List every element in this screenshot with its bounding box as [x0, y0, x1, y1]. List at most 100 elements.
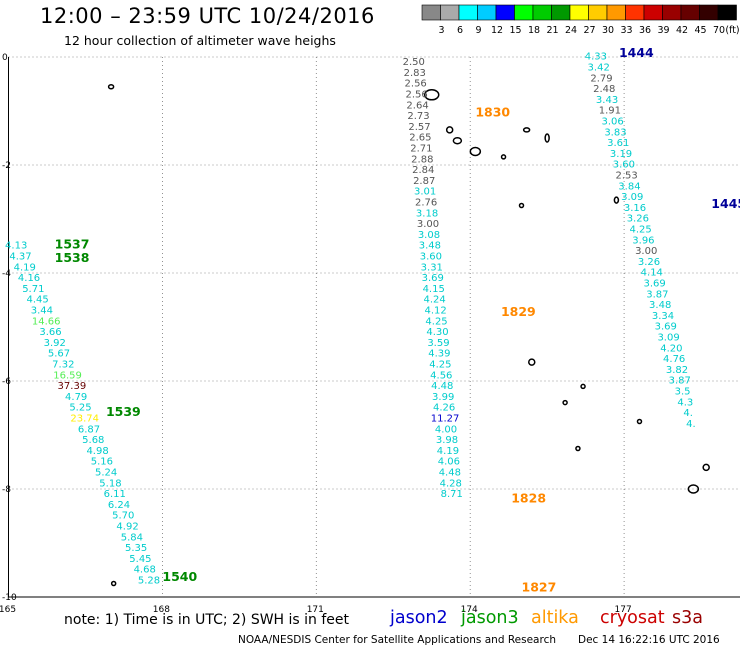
page-title: 12:00 – 23:59 UTC 10/24/2016 [40, 4, 375, 28]
wave-height-label: 4.15 [423, 284, 445, 295]
y-tick-label: -6 [2, 377, 11, 387]
wave-height-label: 4. [683, 408, 693, 419]
wave-height-label: 14.66 [32, 316, 61, 327]
wave-height-label: 2.79 [590, 73, 612, 84]
wave-height-label: 3.61 [607, 138, 629, 149]
y-tick-label: -10 [2, 593, 17, 603]
wave-height-label: 4.92 [116, 522, 138, 533]
colorbar-tick-label: 70 [713, 25, 725, 36]
wave-height-label: 4. [686, 419, 696, 430]
wave-height-label: 3.42 [588, 63, 610, 74]
wave-height-label: 4.56 [430, 370, 452, 381]
wave-height-label: 6.87 [78, 424, 100, 435]
page-subtitle: 12 hour collection of altimeter wave hei… [64, 33, 336, 48]
y-tick-label: -2 [2, 161, 11, 171]
wave-height-label: 2.64 [406, 100, 428, 111]
wave-height-label: 4.37 [9, 252, 31, 263]
island-outline [636, 418, 643, 425]
wave-height-label: 4.24 [424, 295, 446, 306]
wave-height-label: 3.60 [613, 160, 635, 171]
colorbar-tick-label: 6 [457, 25, 463, 36]
wave-height-label: 4.00 [435, 424, 457, 435]
wave-height-label: 3.69 [422, 273, 444, 284]
pass-time-label: 1537 [55, 237, 90, 252]
wave-height-label: 4.30 [426, 327, 448, 338]
wave-height-label: 3.16 [624, 203, 646, 214]
wave-height-label: 3.00 [635, 246, 657, 257]
wave-height-label: 1.91 [599, 106, 621, 117]
wave-height-label: 3.84 [618, 181, 640, 192]
wave-height-label: 3.92 [44, 338, 66, 349]
colorbar-tick-label: 45 [694, 25, 706, 36]
wave-height-label: 2.48 [593, 84, 615, 95]
colorbar-tick-label: 15 [509, 25, 521, 36]
colorbar-tick-label: 27 [583, 25, 595, 36]
credit-text: NOAA/NESDIS Center for Satellite Applica… [238, 634, 556, 646]
wave-height-label: 4.98 [86, 446, 108, 457]
wave-height-label: 4.14 [641, 268, 663, 279]
wave-height-label: 2.73 [407, 111, 429, 122]
wave-height-label: 3.66 [39, 327, 61, 338]
wave-height-label: 4.79 [65, 392, 87, 403]
wave-height-label: 5.84 [121, 532, 143, 543]
wave-height-label: 5.28 [138, 576, 160, 587]
colorbar-legend: 3 6 9 12 15 18 21 24 27 30 33 36 39 42 45 70 (ft) [421, 4, 740, 36]
wave-height-label: 3.98 [436, 435, 458, 446]
island-outline [528, 358, 536, 366]
wave-height-label: 3.96 [632, 235, 654, 246]
satellite-label-jason3: jason3 [461, 608, 519, 628]
wave-height-label: 2.53 [616, 171, 638, 182]
island-outline [107, 83, 115, 90]
x-tick-label: 177 [615, 605, 632, 615]
wave-height-label: 4.33 [585, 52, 607, 63]
colorbar-tick-label: 3 [438, 25, 444, 36]
pass-time-label: 1830 [475, 104, 510, 119]
wave-height-label: 3.82 [666, 365, 688, 376]
wave-height-label: 4.20 [660, 343, 682, 354]
wave-height-label: 3.69 [643, 279, 665, 290]
pass-time-label: 1828 [511, 491, 546, 506]
colorbar-unit: (ft) [725, 25, 739, 36]
colorbar-tick-label: 12 [491, 25, 503, 36]
wave-height-label: 3.18 [416, 208, 438, 219]
wave-height-label: 37.39 [58, 381, 87, 392]
wave-height-label: 2.65 [409, 133, 431, 144]
wave-height-label: 3.83 [604, 127, 626, 138]
wave-height-label: 5.25 [69, 403, 91, 414]
wave-height-label: 4.39 [428, 349, 450, 360]
wave-height-label: 3.19 [610, 149, 632, 160]
wave-height-label: 5.45 [129, 554, 151, 565]
wave-height-label: 4.48 [431, 381, 453, 392]
y-tick-label: -8 [2, 485, 11, 495]
wave-height-label: 3.34 [652, 311, 674, 322]
island-outline [110, 580, 117, 587]
pass-time-label: 1540 [162, 569, 197, 584]
island-outline [500, 154, 507, 160]
colorbar-tick-label: 33 [620, 25, 632, 36]
island-outline [562, 399, 568, 406]
wave-height-label: 4.19 [14, 262, 36, 273]
wave-height-label: 7.32 [52, 360, 74, 371]
wave-height-label: 4.16 [18, 273, 40, 284]
wave-height-label: 3.87 [646, 289, 668, 300]
wave-height-label: 3.48 [419, 241, 441, 252]
wave-height-label: 3.60 [420, 252, 442, 263]
wave-height-label: 2.50 [403, 57, 425, 68]
wave-height-label: 3.09 [621, 192, 643, 203]
colorbar-tick-label: 18 [528, 25, 540, 36]
wave-height-label: 5.67 [48, 349, 70, 360]
x-tick-label: 165 [0, 605, 16, 615]
wave-height-label: 2.76 [415, 198, 437, 209]
wave-height-label: 2.56 [405, 79, 427, 90]
wave-height-label: 4.19 [437, 446, 459, 457]
wave-height-label: 5.16 [91, 457, 113, 468]
wave-height-label: 4.45 [26, 295, 48, 306]
wave-height-label: 3.26 [638, 257, 660, 268]
wave-height-label: 4.3 [677, 397, 693, 408]
wave-height-label: 11.27 [431, 414, 460, 425]
island-outline [702, 463, 710, 472]
wave-height-label: 4.25 [629, 225, 651, 236]
x-tick-label: 174 [461, 605, 478, 615]
wave-height-label: 5.70 [112, 511, 134, 522]
x-tick-label: 168 [153, 605, 170, 615]
